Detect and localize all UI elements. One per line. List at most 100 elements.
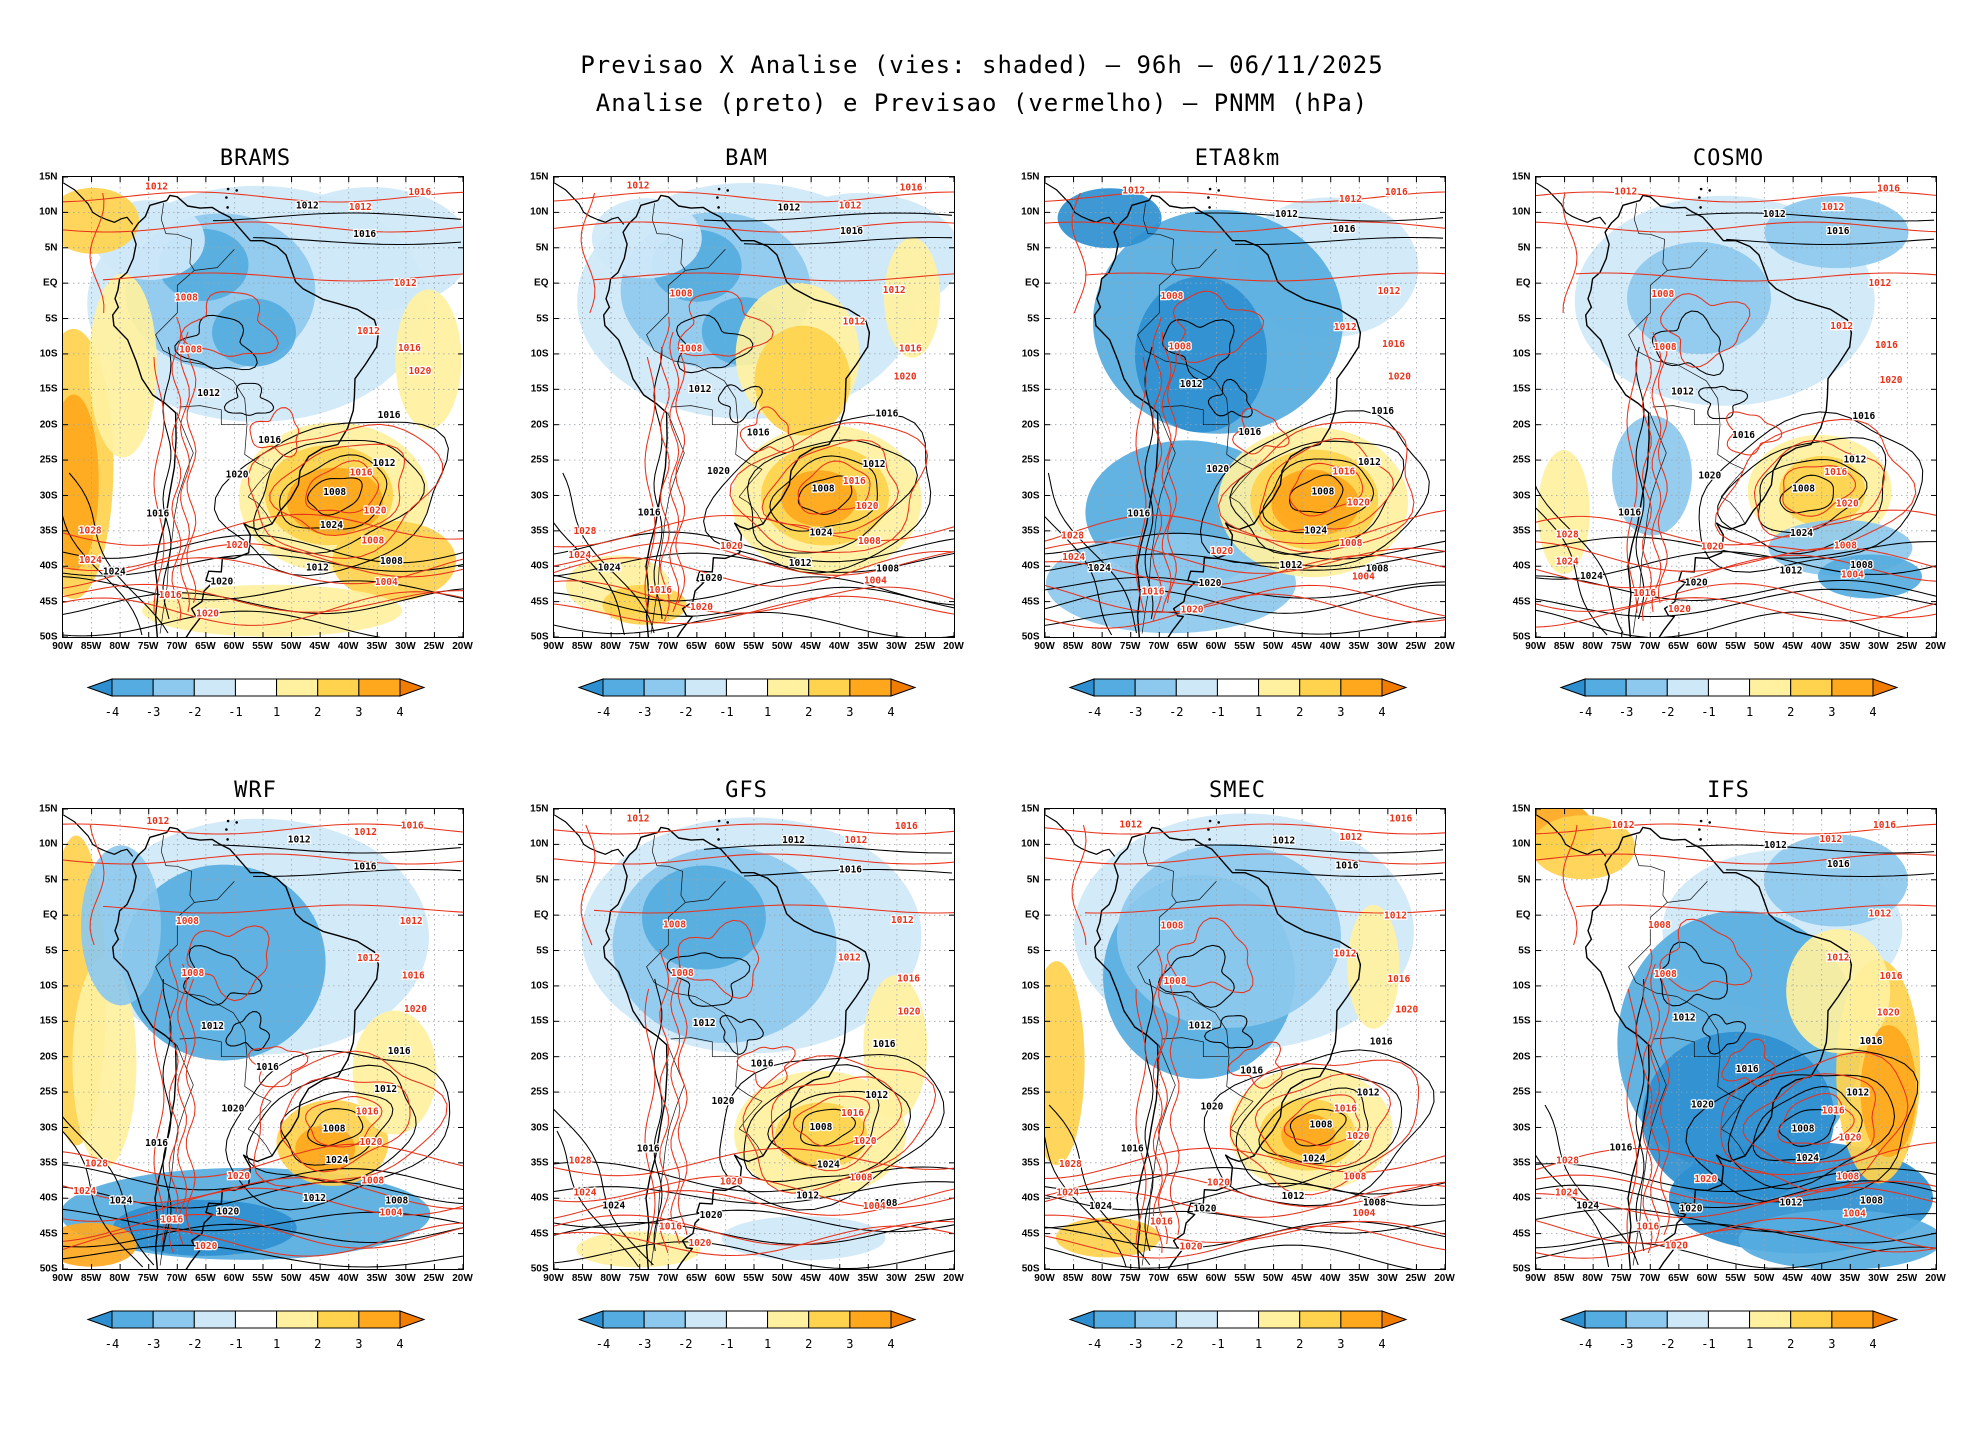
pressure-label-analysis: 1024	[1796, 1153, 1819, 1164]
lat-tick-label: EQ	[43, 277, 58, 289]
panel-title: IFS	[1707, 778, 1750, 803]
lon-tick-label: 25W	[423, 641, 445, 652]
lat-tick-label: 35S	[530, 525, 549, 537]
lon-tick-label: 55W	[1725, 1273, 1746, 1284]
panel-title: WRF	[234, 778, 277, 803]
colorbar: -4 -3 -2 -1 1 2 3 4	[86, 1310, 425, 1351]
colorbar-tick-label: -3	[1618, 705, 1632, 719]
pressure-label-analysis: 1020	[699, 1210, 722, 1221]
pressure-label-forecast: 1012	[1384, 910, 1407, 921]
lon-tick-label: 50W	[280, 1273, 302, 1284]
lat-tick-label: 15S	[530, 383, 549, 395]
lat-tick-label: 15N	[1512, 803, 1531, 815]
pressure-label-analysis: 1012	[374, 1084, 397, 1095]
colorbar-tick-label: 1	[1745, 705, 1752, 719]
lon-tick-label: 35W	[1348, 641, 1370, 652]
colorbar: -4 -3 -2 -1 1 2 3 4	[1068, 678, 1407, 719]
pressure-label-forecast: 1016	[649, 585, 672, 596]
pressure-label-forecast: 1012	[1868, 278, 1891, 289]
pressure-label-forecast: 1028	[85, 1159, 108, 1170]
pressure-label-analysis: 1016	[1335, 860, 1358, 871]
lon-tick-label: 25W	[423, 1273, 445, 1284]
pressure-label-analysis: 1024	[597, 563, 620, 574]
map-area: 15N 10N 5N EQ 5S 10S 15S 20S 25S 30S 35S 40S 45S 50S …	[520, 172, 964, 656]
shading-layer	[565, 182, 954, 625]
lat-tick-label: 35S	[1021, 1157, 1040, 1169]
pressure-label-forecast: 1012	[1830, 321, 1853, 332]
lon-tick-label: 35W	[857, 641, 879, 652]
colorbar-tick-label: -3	[145, 1337, 159, 1351]
pressure-label-forecast: 1020	[404, 1004, 427, 1015]
pressure-label-forecast: 1012	[1377, 286, 1400, 297]
pressure-label-analysis: 1012	[305, 563, 328, 574]
pressure-label-analysis: 1012	[1843, 454, 1866, 465]
colorbar-tick-label: -3	[1618, 1337, 1632, 1351]
pressure-label-forecast: 1028	[568, 1156, 591, 1167]
lon-tick-label: 55W	[743, 1273, 764, 1284]
weather-model-comparison-figure: Previsao X Analise (vies: shaded) — 96h …	[0, 51, 1964, 1354]
pressure-label-analysis: 1012	[295, 201, 318, 212]
colorbar-tick-label: 1	[763, 1337, 770, 1351]
lon-tick-label: 65W	[1668, 1273, 1689, 1284]
lat-tick-label: 30S	[1512, 1122, 1531, 1133]
panels-grid: BRAMS 15N 10N 5N EQ 5S 10S 15S 20S 25S 30S 35S 40S 4…	[0, 146, 1964, 1354]
pressure-label-analysis: 1016	[839, 864, 862, 875]
lon-tick-label: 90W	[1525, 641, 1546, 652]
pressure-label-forecast: 1016	[1332, 467, 1355, 478]
pressure-label-forecast: 1012	[1611, 820, 1634, 831]
forecast-contours	[553, 191, 954, 625]
lon-axis: 90W 85W 80W 75W 70W 65W 60W 55W 50W 45W 40W 35W 30W 2…	[1034, 641, 1455, 656]
lat-tick-label: 5N	[535, 874, 549, 886]
panel-title: SMEC	[1209, 778, 1266, 803]
pressure-label-analysis: 1016	[353, 229, 376, 240]
pressure-label-analysis: 1016	[1332, 224, 1355, 235]
pressure-label-analysis: 1024	[1087, 563, 1110, 574]
pressure-label-analysis: 1012	[796, 1190, 819, 1201]
colorbar-tick-label: 2	[1787, 705, 1794, 719]
colorbar-tick-label: -2	[187, 1337, 201, 1351]
lon-tick-label: 65W	[1177, 1273, 1198, 1284]
pressure-label-forecast: 1016	[1384, 187, 1407, 198]
lat-tick-label: 5S	[1027, 945, 1040, 956]
pressure-label-analysis: 1012	[1281, 1191, 1304, 1202]
pressure-label-forecast: 1020	[196, 608, 219, 619]
pressure-label-analysis: 1008	[874, 1198, 897, 1209]
pressure-label-forecast: 1012	[1614, 186, 1637, 197]
pressure-label-analysis: 1008	[1309, 1119, 1332, 1130]
lon-tick-label: 45W	[309, 641, 330, 652]
lat-tick-label: 5N	[44, 242, 58, 254]
colorbar-tick-label: -2	[1169, 705, 1183, 719]
colorbar-tick-label: 1	[1254, 705, 1261, 719]
pressure-label-forecast: 1012	[393, 278, 416, 289]
pressure-label-forecast: 1020	[225, 540, 248, 551]
lon-tick-label: 50W	[771, 641, 793, 652]
bias-map: 1012101610201008101210161024101210081016…	[553, 809, 954, 1269]
lon-tick-label: 60W	[1205, 1273, 1227, 1284]
lon-tick-label: 50W	[1753, 1273, 1775, 1284]
colorbar-tick-label: 4	[1869, 1337, 1876, 1351]
lon-tick-label: 70W	[1639, 1273, 1661, 1284]
lat-tick-label: 20S	[530, 1051, 549, 1063]
colorbar-tick-label: 3	[1337, 705, 1344, 719]
pressure-label-forecast: 1028	[1058, 1159, 1081, 1170]
colorbar-tick-label: -1	[1210, 705, 1224, 719]
lat-tick-label: 5N	[44, 874, 58, 886]
panel-title: ETA8km	[1194, 146, 1281, 171]
lon-tick-label: 80W	[600, 1273, 621, 1284]
pressure-label-forecast: 1008	[1160, 921, 1183, 932]
pressure-label-analysis: 1008	[1850, 560, 1873, 571]
pressure-label-analysis: 1008	[1362, 1197, 1385, 1208]
lon-tick-label: 55W	[1234, 641, 1255, 652]
lat-axis: 15N 10N 5N EQ 5S 10S 15S 20S 25S 30S 35S 40S 45S 50S	[1011, 172, 1043, 643]
pressure-label-analysis: 1020	[221, 1103, 244, 1114]
pressure-label-forecast: 1020	[1879, 375, 1902, 386]
pressure-label-analysis: 1024	[1089, 1201, 1112, 1212]
pressure-label-analysis: 1016	[637, 508, 660, 519]
map-frame: 1012 1016 1020 1008 1012 1016 1024 1012 1008 1016…	[552, 176, 955, 638]
pressure-label-forecast: 1008	[361, 1176, 384, 1187]
lat-tick-label: 5S	[1518, 313, 1531, 324]
lon-tick-label: 45W	[800, 641, 821, 652]
pressure-label-forecast: 1020	[720, 541, 743, 552]
lon-tick-label: 60W	[223, 1273, 245, 1284]
